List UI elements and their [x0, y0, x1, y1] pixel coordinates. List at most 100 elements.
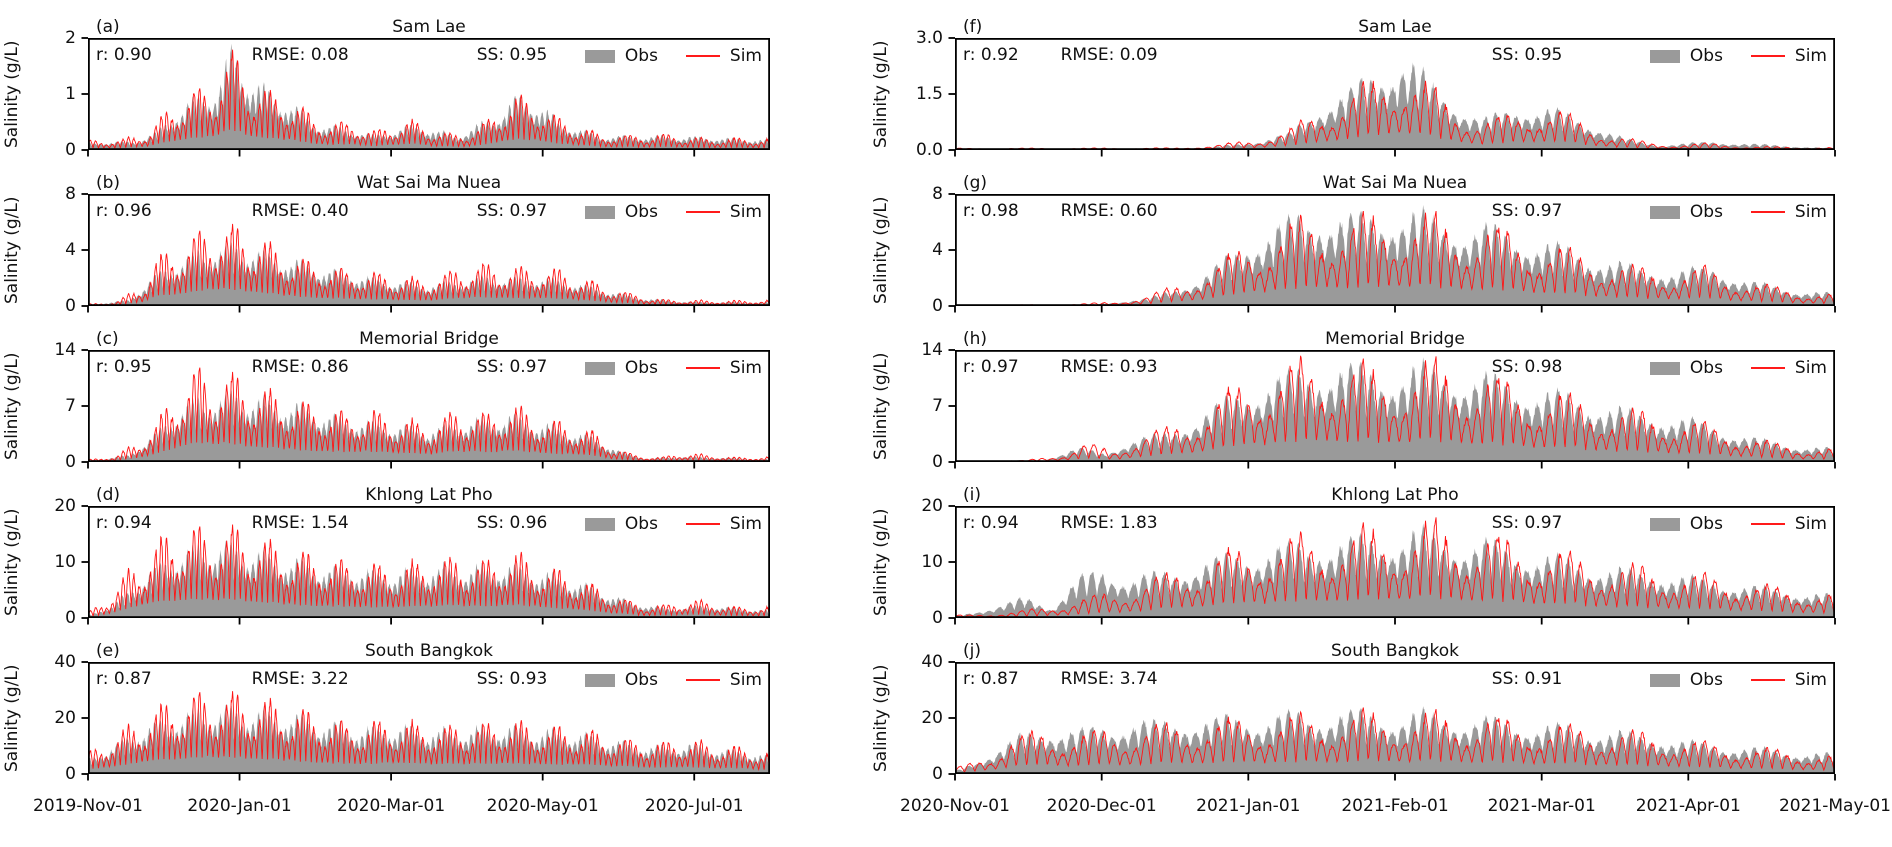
y-tick-label: 40 [54, 652, 76, 672]
stat-ss: SS: 0.95 [1491, 45, 1563, 65]
series-canvas [948, 349, 1836, 469]
panel-header: (e) South Bangkok [0, 636, 805, 662]
panel-label: (c) [96, 329, 119, 349]
obs-swatch-icon [1649, 205, 1680, 219]
x-tick-label: 2021-May-01 [1778, 796, 1892, 816]
panel-label: (e) [96, 641, 120, 661]
y-tick-label: 10 [54, 552, 76, 572]
legend: Obs Sim [584, 670, 762, 690]
obs-swatch-icon [584, 361, 615, 375]
stat-r: r: 0.87 [96, 669, 152, 689]
y-axis-label: Salinity (g/L) [871, 508, 891, 616]
y-tick-label: 0 [65, 452, 76, 472]
chart-panel: (e) South Bangkok Salinity (g/L) 40 20 0… [0, 636, 805, 784]
axes-frame [954, 37, 1836, 150]
series-canvas [81, 505, 771, 625]
y-tick-label: 8 [65, 184, 76, 204]
x-tick-label: 2020-Jul-01 [644, 796, 744, 816]
stat-ss: SS: 0.96 [476, 513, 548, 533]
panel-title: Khlong Lat Pho [1331, 485, 1459, 505]
y-tick-label: 0 [65, 764, 76, 784]
sim-line-series [88, 367, 770, 462]
sim-line-series [88, 49, 770, 150]
chart-panel: (d) Khlong Lat Pho Salinity (g/L) 20 10 … [0, 480, 805, 628]
obs-area-series [88, 43, 770, 150]
panel-body: Salinity (g/L) 40 20 0 r: 0.87 RMSE: 3.7… [805, 652, 1892, 784]
panel-label: (j) [963, 641, 981, 661]
obs-area-series [88, 241, 770, 306]
panel-title: South Bangkok [1331, 641, 1459, 661]
panel-body: Salinity (g/L) 14 7 0 r: 0.95 RMSE: 0.86… [0, 340, 805, 472]
legend: Obs Sim [1649, 514, 1827, 534]
panel-title: Memorial Bridge [359, 329, 499, 349]
x-tick-label: 2021-Mar-01 [1487, 796, 1596, 816]
stat-rmse: RMSE: 3.22 [251, 669, 349, 689]
x-axis-right: 2020-Nov-01 2020-Dec-01 2021-Jan-01 2021-Fe… [805, 792, 1892, 820]
legend-obs-label: Obs [1689, 46, 1723, 66]
sim-line-icon [1750, 367, 1785, 369]
x-tick-label: 2021-Apr-01 [1635, 796, 1741, 816]
panel-title: Sam Lae [1358, 17, 1432, 37]
sim-line-series [955, 210, 1835, 306]
legend-sim-label: Sim [729, 514, 762, 534]
panel-header: (b) Wat Sai Ma Nuea [0, 168, 805, 194]
stat-r: r: 0.95 [96, 357, 152, 377]
panel-label: (b) [96, 173, 121, 193]
column-left: (a) Sam Lae Salinity (g/L) 2 1 0 r: 0.90… [0, 0, 805, 847]
chart-panel: (f) Sam Lae Salinity (g/L) 3.0 1.5 0.0 r… [805, 12, 1892, 160]
obs-swatch-icon [584, 673, 615, 687]
legend-sim-label: Sim [1794, 358, 1827, 378]
y-axis-label: Salinity (g/L) [871, 352, 891, 460]
sim-line-icon [685, 367, 720, 369]
panel-body: Salinity (g/L) 8 4 0 r: 0.96 RMSE: 0.40 … [0, 184, 805, 316]
legend-sim-label: Sim [729, 202, 762, 222]
y-axis-label: Salinity (g/L) [2, 40, 22, 148]
y-tick-label: 20 [54, 496, 76, 516]
obs-swatch-icon [1649, 673, 1680, 687]
stat-rmse: RMSE: 1.54 [251, 513, 349, 533]
axes-frame [87, 37, 771, 150]
panel-body: Salinity (g/L) 8 4 0 r: 0.98 RMSE: 0.60 … [805, 184, 1892, 316]
legend-sim-label: Sim [1794, 202, 1827, 222]
y-axis-label: Salinity (g/L) [871, 40, 891, 148]
y-tick-label: 0 [65, 608, 76, 628]
plot-area: r: 0.95 RMSE: 0.86 SS: 0.97 Obs Sim [81, 349, 771, 469]
stat-rmse: RMSE: 1.83 [1060, 513, 1158, 533]
sim-line-icon [1750, 679, 1785, 681]
axes-frame [87, 661, 771, 774]
legend-obs-label: Obs [624, 514, 658, 534]
legend: Obs Sim [1649, 46, 1827, 66]
panel-title: Wat Sai Ma Nuea [356, 173, 502, 193]
legend-obs-label: Obs [624, 202, 658, 222]
plot-area: r: 0.96 RMSE: 0.40 SS: 0.97 Obs Sim [81, 193, 771, 313]
obs-swatch-icon [1649, 49, 1680, 63]
x-axis-left: 2019-Nov-01 2020-Jan-01 2020-Mar-01 2020-Ma… [0, 792, 805, 820]
panel-header: (c) Memorial Bridge [0, 324, 805, 350]
y-tick-label: 3.0 [915, 28, 943, 48]
y-tick-label: 40 [921, 652, 943, 672]
sim-line-series [88, 691, 770, 771]
y-tick-label: 4 [932, 240, 943, 260]
legend-obs-label: Obs [624, 46, 658, 66]
panel-body: Salinity (g/L) 20 10 0 r: 0.94 RMSE: 1.8… [805, 496, 1892, 628]
axes-frame [954, 193, 1836, 306]
obs-swatch-icon [1649, 361, 1680, 375]
obs-area-series [88, 540, 770, 618]
panel-label: (d) [96, 485, 121, 505]
plot-area: r: 0.98 RMSE: 0.60 SS: 0.97 Obs Sim [948, 193, 1836, 313]
obs-area-series [955, 523, 1835, 618]
legend-sim-label: Sim [1794, 46, 1827, 66]
legend: Obs Sim [584, 46, 762, 66]
y-axis-label: Salinity (g/L) [871, 196, 891, 304]
panel-body: Salinity (g/L) 20 10 0 r: 0.94 RMSE: 1.5… [0, 496, 805, 628]
y-tick-label: 1 [65, 84, 76, 104]
legend-obs-label: Obs [1689, 514, 1723, 534]
series-canvas [948, 37, 1836, 157]
panel-title: Memorial Bridge [1325, 329, 1465, 349]
panel-header: (j) South Bangkok [805, 636, 1892, 662]
y-axis-label: Salinity (g/L) [2, 352, 22, 460]
stat-r: r: 0.87 [963, 669, 1019, 689]
chart-panel: (j) South Bangkok Salinity (g/L) 40 20 0… [805, 636, 1892, 784]
chart-panel: (i) Khlong Lat Pho Salinity (g/L) 20 10 … [805, 480, 1892, 628]
